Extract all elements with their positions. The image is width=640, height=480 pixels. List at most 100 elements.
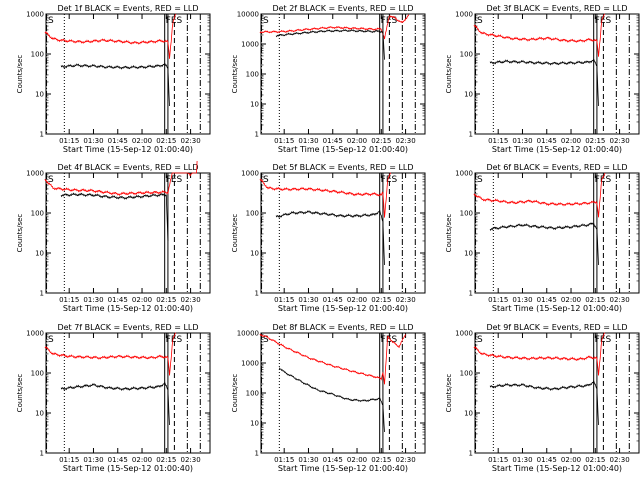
- x-tick-label: 01:15: [274, 296, 294, 304]
- x-axis-title: Start Time (15-Sep-12 01:00:40): [63, 145, 193, 154]
- series-line-events: [489, 57, 599, 107]
- plot-frame: [474, 332, 640, 454]
- y-tick-label: 100: [460, 210, 473, 218]
- y-tick-label: 10000: [237, 11, 259, 19]
- y-tick-label: 1000: [241, 41, 259, 49]
- x-tick-label: 01:30: [298, 137, 318, 145]
- y-tick-label: 1: [40, 131, 44, 139]
- annotation-s: S: [48, 175, 54, 185]
- x-tick-label: 01:45: [108, 137, 128, 145]
- series-line-lld: [473, 172, 606, 218]
- y-tick-label: 1: [40, 290, 44, 298]
- panel-det-4: Det 4f BLACK = Events, RED = LLD 1 10 100 10…: [16, 160, 211, 313]
- y-axis-title: Counts/sec: [16, 214, 24, 253]
- x-tick-label: 01:15: [59, 137, 79, 145]
- y-tick-label: 10: [35, 410, 44, 418]
- plot-title: Det 6f BLACK = Events, RED = LLD: [486, 163, 627, 172]
- y-tick-label: 1000: [26, 11, 44, 19]
- series-line-lld: [44, 332, 176, 376]
- series-line-events: [60, 381, 170, 426]
- panel-det-5: Det 5f BLACK = Events, RED = LLD 1 10 100 10…: [231, 163, 426, 313]
- x-tick-label: 01:30: [83, 456, 103, 464]
- y-tick-label: 10: [250, 250, 259, 258]
- x-tick-label: 02:00: [561, 296, 581, 304]
- x-tick-label: 01:30: [512, 296, 532, 304]
- y-tick-label: 1: [40, 450, 44, 458]
- annotation-fes: FES: [381, 16, 398, 26]
- annotation-s: S: [48, 335, 54, 345]
- x-tick-label: 01:15: [488, 137, 508, 145]
- panel-det-1: Det 1f BLACK = Events, RED = LLD 1 10 100 10…: [16, 4, 211, 154]
- x-axis-title: Start Time (15-Sep-12 01:00:40): [492, 464, 622, 473]
- x-tick-label: 01:15: [59, 456, 79, 464]
- x-tick-label: 01:45: [537, 296, 557, 304]
- y-axis-title: Counts/sec: [445, 55, 453, 94]
- x-axis-title: Start Time (15-Sep-12 01:00:40): [492, 145, 622, 154]
- y-tick-label: 1: [469, 290, 473, 298]
- x-tick-label: 01:30: [83, 137, 103, 145]
- x-tick-label: 01:45: [323, 296, 343, 304]
- x-tick-label: 01:30: [83, 296, 103, 304]
- annotation-fes: FES: [381, 175, 398, 185]
- y-tick-label: 1: [255, 450, 259, 458]
- series-line-lld: [473, 13, 606, 57]
- plot-frame: [260, 332, 426, 454]
- panel-det-2: Det 2f BLACK = Events, RED = LLD 1 10 100 10…: [231, 4, 426, 154]
- x-tick-label: 02:00: [347, 456, 367, 464]
- series-line-lld: [259, 14, 410, 40]
- y-tick-label: 10: [464, 250, 473, 258]
- x-tick-label: 02:15: [585, 456, 605, 464]
- plot-frame: [45, 332, 211, 454]
- y-tick-label: 10: [35, 91, 44, 99]
- plot-title: Det 3f BLACK = Events, RED = LLD: [486, 4, 627, 13]
- plot-title: Det 4f BLACK = Events, RED = LLD: [57, 163, 198, 172]
- annotation-fes: FES: [166, 175, 183, 185]
- x-axis-title: Start Time (15-Sep-12 01:00:40): [492, 304, 622, 313]
- x-tick-label: 01:45: [323, 137, 343, 145]
- panel-det-9: Det 9f BLACK = Events, RED = LLD 1 10 100 10…: [445, 323, 640, 473]
- y-tick-label: 1000: [455, 11, 473, 19]
- annotation-s: S: [263, 175, 269, 185]
- y-tick-label: 100: [460, 51, 473, 59]
- plot-frame: [474, 13, 640, 135]
- annotation-s: S: [263, 335, 269, 345]
- plot-title: Det 8f BLACK = Events, RED = LLD: [272, 323, 413, 332]
- y-tick-label: 1: [255, 131, 259, 139]
- plot-frame: [260, 172, 426, 294]
- y-tick-label: 100: [31, 370, 44, 378]
- annotation-s: S: [263, 16, 269, 26]
- y-axis-title: Counts/sec: [445, 214, 453, 253]
- x-tick-label: 01:45: [537, 456, 557, 464]
- x-tick-label: 01:15: [488, 456, 508, 464]
- x-tick-label: 01:15: [274, 137, 294, 145]
- plot-title: Det 7f BLACK = Events, RED = LLD: [57, 323, 198, 332]
- x-tick-label: 01:15: [274, 456, 294, 464]
- x-tick-label: 01:15: [488, 296, 508, 304]
- y-tick-label: 100: [246, 210, 259, 218]
- y-axis-title: Counts/sec: [16, 374, 24, 413]
- y-tick-label: 100: [460, 370, 473, 378]
- x-tick-label: 01:45: [108, 296, 128, 304]
- x-tick-label: 01:30: [512, 137, 532, 145]
- y-tick-label: 1: [469, 131, 473, 139]
- y-axis-title: Counts/sec: [445, 374, 453, 413]
- series-line-lld: [473, 332, 605, 376]
- x-axis-title: Start Time (15-Sep-12 01:00:40): [278, 304, 408, 313]
- plot-title: Det 1f BLACK = Events, RED = LLD: [57, 4, 198, 13]
- series-line-events: [60, 192, 169, 242]
- y-axis-title: Counts/sec: [16, 55, 24, 94]
- y-axis-title: Counts/sec: [231, 55, 239, 94]
- x-tick-label: 02:00: [561, 137, 581, 145]
- annotation-s: S: [48, 16, 54, 26]
- annotation-s: S: [477, 335, 483, 345]
- annotation-fes: FES: [595, 175, 612, 185]
- panel-det-7: Det 7f BLACK = Events, RED = LLD 1 10 100 10…: [16, 323, 211, 473]
- annotation-fes: FES: [381, 335, 398, 345]
- y-tick-label: 10: [464, 91, 473, 99]
- y-tick-label: 100: [31, 51, 44, 59]
- x-tick-label: 02:15: [585, 296, 605, 304]
- plot-frame: [474, 172, 640, 294]
- annotation-fes: FES: [166, 335, 183, 345]
- series-line-lld: [44, 160, 198, 197]
